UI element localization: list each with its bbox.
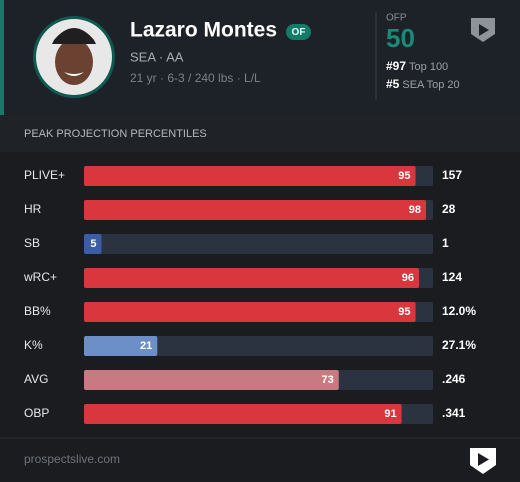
bio: 21 yr · 6-3 / 240 lbs · L/L xyxy=(130,71,261,85)
percentile-label: 98 xyxy=(409,204,421,216)
section-title: PEAK PROJECTION PERCENTILES xyxy=(24,128,207,140)
stat-value: 1 xyxy=(442,236,449,250)
stat-value: .246 xyxy=(442,372,466,386)
avatar-smile xyxy=(64,72,84,76)
stat-label: BB% xyxy=(24,304,51,318)
percentile-bar xyxy=(84,370,339,390)
logo-play xyxy=(479,24,489,36)
avatar-cap xyxy=(52,28,96,44)
stat-label: AVG xyxy=(24,372,48,386)
percentile-label: 21 xyxy=(140,340,152,352)
ofp-value: 50 xyxy=(386,23,415,53)
stat-label: SB xyxy=(24,236,40,250)
percentile-bar xyxy=(84,200,427,220)
position-badge xyxy=(286,24,311,40)
bar-track xyxy=(84,234,433,254)
stat-label: K% xyxy=(24,338,43,352)
stat-label: PLIVE+ xyxy=(24,168,65,182)
percentile-bar xyxy=(84,404,402,424)
section-bg xyxy=(0,115,520,152)
rank-label: Top 100 xyxy=(409,61,448,73)
ofp-label: OFP xyxy=(386,13,407,24)
stat-value: 27.1% xyxy=(442,338,476,352)
footer-text: prospectslive.com xyxy=(24,452,120,466)
stat-value: 28 xyxy=(442,202,456,216)
percentile-label: 91 xyxy=(384,408,396,420)
team-level: SEA · AA xyxy=(130,49,184,64)
footer-logo-play xyxy=(478,453,489,466)
percentile-bar xyxy=(84,234,102,254)
stat-value: 157 xyxy=(442,168,462,182)
percentile-label: 96 xyxy=(402,272,414,284)
stat-label: OBP xyxy=(24,406,49,420)
stat-value: 12.0% xyxy=(442,304,476,318)
position: OF xyxy=(292,27,306,38)
percentile-bar xyxy=(84,336,158,356)
percentile-bar xyxy=(84,302,416,322)
stat-label: wRC+ xyxy=(23,270,57,284)
header-accent xyxy=(0,0,4,115)
bar-track xyxy=(84,336,433,356)
percentile-label: 95 xyxy=(398,306,410,318)
stat-label: HR xyxy=(24,202,42,216)
rows: PLIVE+ 95 157 HR 98 28 SB 5 1 wRC+ 96 124 BB% 95 12.0%… xyxy=(23,166,476,424)
rank-label: SEA Top 20 xyxy=(402,79,459,91)
avatar-face xyxy=(55,39,93,85)
ranks: #97 Top 100 #5 SEA Top 20 xyxy=(386,59,460,91)
percentile-label: 5 xyxy=(90,238,96,250)
rank: #5 xyxy=(386,77,400,91)
percentile-label: 73 xyxy=(322,374,334,386)
percentile-bar xyxy=(84,268,420,288)
percentile-label: 95 xyxy=(398,170,410,182)
stat-value: 124 xyxy=(442,270,462,284)
player-name: Lazaro Montes xyxy=(130,19,277,42)
percentile-bar xyxy=(84,166,416,186)
rank: #97 xyxy=(386,59,406,73)
stat-value: .341 xyxy=(442,406,466,420)
